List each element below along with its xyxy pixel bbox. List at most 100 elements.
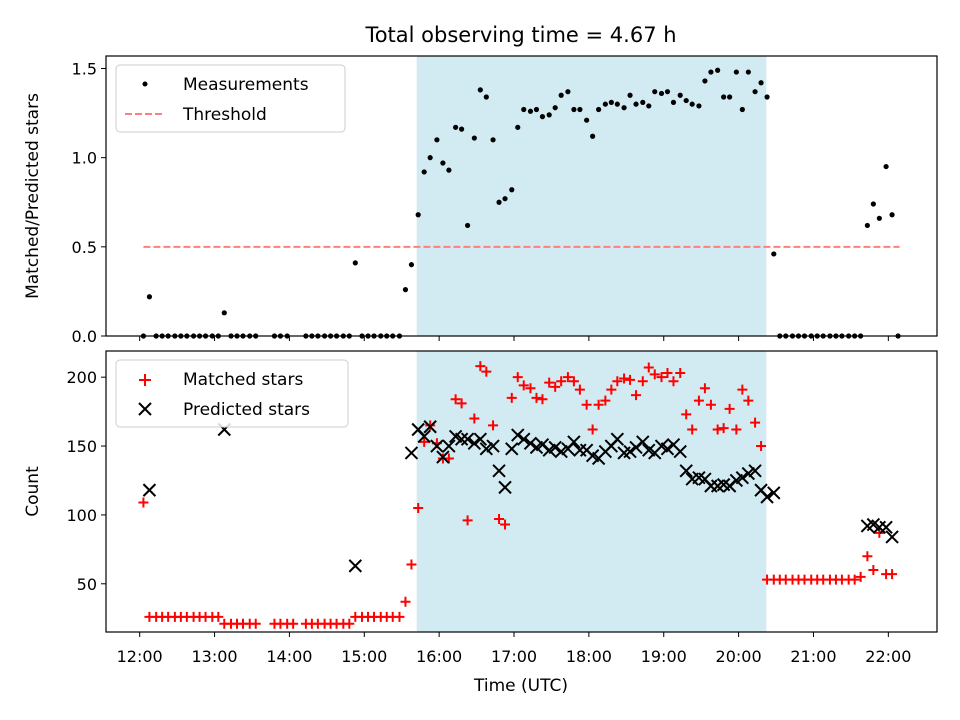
measurement-point (408, 262, 415, 268)
predicted-stars-point (748, 464, 762, 478)
y-tick-label: 150 (66, 437, 97, 456)
measurement-point (870, 201, 876, 207)
measurement-point (876, 215, 882, 221)
measurement-point (402, 287, 409, 293)
bottom-panel-frame (105, 350, 938, 633)
measurement-point (596, 106, 602, 113)
y-tick-label: 200 (66, 368, 97, 387)
measurement-point (702, 78, 708, 84)
measurement-point (584, 117, 590, 123)
measurement-point (739, 106, 745, 113)
legend-predicted-marker (138, 402, 152, 416)
matched-stars-point (419, 436, 430, 447)
matched-stars-point (862, 551, 873, 562)
measurement-point (721, 94, 727, 100)
predicted-stars-point (454, 432, 469, 446)
measurement-point (546, 112, 552, 118)
measurement-point (509, 187, 515, 193)
measurement-point (715, 67, 721, 73)
predicted-stars-point (679, 464, 693, 478)
y-tick-label: 0.5 (72, 238, 97, 257)
measurement-point (664, 89, 671, 95)
matched-stars-point (500, 519, 511, 530)
matched-stars-point (462, 515, 473, 526)
matched-stars-point (288, 618, 299, 629)
x-axis-label: Time (UTC) (473, 676, 568, 696)
matched-stars-point (531, 392, 542, 403)
x-tick-label: 17:00 (491, 647, 537, 666)
matched-stars-point (456, 398, 467, 409)
measurement-point (590, 133, 596, 139)
measurement-point (577, 106, 583, 113)
predicted-stars-point (492, 464, 506, 478)
matched-stars-point (475, 361, 486, 372)
matched-stars-point (637, 376, 648, 387)
matched-stars-point (587, 424, 598, 435)
matched-stars-point (413, 503, 424, 514)
measurement-point (646, 103, 652, 109)
x-tick-label: 15:00 (341, 647, 387, 666)
measurement-point (483, 94, 489, 100)
matched-stars-point (612, 376, 623, 387)
matched-stars-point (662, 368, 673, 379)
x-tick-label: 20:00 (716, 647, 762, 666)
matched-stars-point (849, 574, 860, 585)
measurement-point (527, 108, 534, 114)
predicted-stars-point (636, 435, 650, 449)
matched-stars-point (344, 618, 355, 629)
measurement-point (627, 92, 633, 98)
matched-stars-point (562, 372, 573, 383)
matched-stars-point (724, 403, 735, 414)
predicted-stars-point (767, 486, 781, 500)
measurement-point (621, 105, 627, 111)
x-tick-label: 12:00 (117, 647, 163, 666)
x-tick-label: 19:00 (641, 647, 687, 666)
measurement-point (539, 114, 546, 120)
y-tick-label: 0.0 (72, 327, 97, 346)
matched-stars-point (756, 441, 767, 452)
matched-stars-point (743, 395, 754, 406)
matched-stars-point (887, 569, 898, 580)
matched-stars-point (718, 423, 729, 434)
measurement-point (745, 69, 751, 75)
predicted-stars-point (517, 432, 531, 446)
bottom-y-axis: 50 100 150 200 (66, 368, 106, 594)
measurement-point (864, 222, 870, 229)
predicted-stars-point (660, 442, 675, 456)
measurement-point (689, 101, 695, 107)
measurement-point (764, 94, 770, 100)
measurement-point (640, 99, 646, 105)
matched-stars-point (250, 618, 261, 629)
predicted-stars-point (885, 530, 899, 544)
matched-stars-point (693, 395, 704, 406)
predicted-stars-point (498, 480, 512, 495)
measurement-point (464, 222, 471, 229)
top-x-ticks (139, 336, 889, 341)
observing-interval-shade (416, 56, 767, 336)
matched-stars-point (450, 394, 461, 405)
measurement-point (352, 260, 358, 266)
matched-stars-point (643, 362, 654, 373)
measurement-point (733, 69, 739, 75)
measurement-point (427, 155, 433, 161)
measurement-point (670, 99, 677, 105)
matched-stars-point (138, 497, 149, 508)
matched-stars-point (568, 376, 579, 387)
measurement-point (633, 101, 639, 107)
predicted-stars-point (511, 428, 525, 442)
measurement-point (146, 294, 153, 300)
legend-matched-label: Matched stars (183, 370, 303, 390)
measurement-point (477, 87, 483, 93)
predicted-stars-point (879, 520, 893, 535)
matched-stars-point (544, 377, 555, 388)
matched-stars-point (656, 372, 667, 383)
measurement-point (771, 251, 777, 257)
bottom-panel: 50 100 150 200 12:00 13:00 14:00 15:00 16:00 17:… (23, 350, 938, 696)
matched-stars-point (556, 376, 567, 387)
x-tick-label: 14:00 (266, 647, 312, 666)
measurement-point (602, 101, 608, 107)
measurement-point (415, 212, 421, 218)
matched-stars-point (518, 380, 529, 391)
matched-stars-point (593, 399, 604, 410)
measurement-point (677, 92, 683, 98)
